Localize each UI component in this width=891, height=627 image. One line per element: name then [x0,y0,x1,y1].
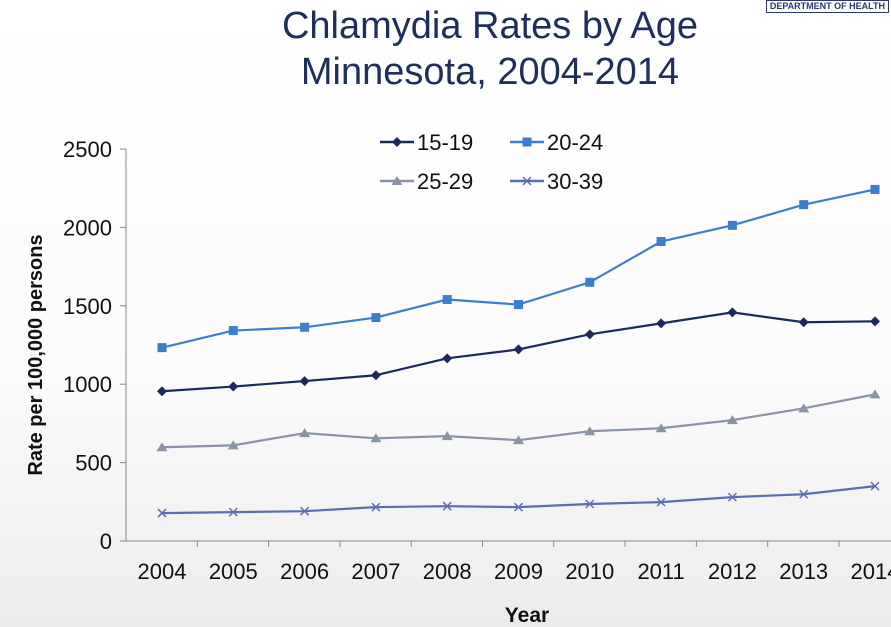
data-point-20-24 [799,200,809,210]
data-point-25-29 [513,435,524,445]
data-point-15-19 [798,317,809,328]
data-point-25-29 [227,440,239,450]
data-point-15-19 [584,329,595,340]
y-tick-label: 500 [75,451,112,476]
x-tick-label: 2012 [708,559,757,584]
data-point-15-19 [513,344,524,355]
y-axis-label: Rate per 100,000 persons [25,234,47,475]
data-point-25-29 [655,423,667,433]
x-tick-label: 2007 [351,559,400,584]
x-tick-label: 2004 [138,559,187,584]
y-tick-label: 2500 [63,137,112,162]
data-point-20-24 [585,277,595,287]
x-tick-label: 2009 [494,559,543,584]
x-tick-label: 2008 [423,559,472,584]
data-point-25-29 [299,428,311,438]
data-point-30-39 [656,497,666,507]
data-point-25-29 [370,433,382,443]
legend-label: 15-19 [417,130,473,155]
data-point-20-24 [656,237,666,247]
data-point-20-24 [727,220,737,230]
department-logo: DEPARTMENT OF HEALTH [765,0,889,13]
data-point-20-24 [870,184,880,194]
data-point-30-39 [513,502,524,512]
y-tick-label: 1500 [63,294,112,319]
data-point-30-39 [799,489,809,499]
x-axis-label: Year [505,604,549,627]
data-point-20-24 [371,313,381,323]
series-line-30-39 [161,485,876,515]
chart-title: Chlamydia Rates by Age [281,5,699,47]
data-point-20-24 [300,322,310,332]
data-point-30-39 [870,481,880,491]
data-point-15-19 [727,307,738,318]
data-point-15-19 [442,353,453,364]
x-tick-label: 2014 [851,559,891,584]
data-point-15-19 [157,386,167,397]
x-tick-label: 2011 [637,559,684,584]
data-point-20-24 [157,343,167,353]
data-point-15-19 [228,381,239,392]
data-point-25-29 [156,442,168,452]
data-point-20-24 [514,300,523,310]
data-point-30-39 [727,492,737,502]
legend-marker-25-29 [391,176,403,185]
data-point-30-39 [585,499,595,509]
legend-label: 30-39 [547,169,603,194]
data-point-25-29 [869,389,881,399]
data-point-30-39 [300,506,310,516]
x-tick-label: 2010 [565,559,614,584]
legend-marker-30-39 [522,176,532,186]
legend-marker-20-24 [522,137,532,147]
legend-label: 25-29 [417,169,473,194]
data-point-20-24 [228,326,238,336]
data-point-25-29 [726,415,738,425]
legend-label: 20-24 [547,130,603,155]
x-tick-label: 2005 [209,559,258,584]
data-point-15-19 [299,376,310,387]
data-point-15-19 [656,318,667,329]
legend-marker-15-19 [392,137,402,147]
data-point-15-19 [870,316,880,327]
data-point-25-29 [584,426,596,436]
x-tick-label: 2013 [779,559,828,584]
data-point-20-24 [442,295,452,305]
data-point-30-39 [228,507,238,517]
x-tick-label: 2006 [280,559,329,584]
data-point-30-39 [442,501,452,511]
data-point-15-19 [370,370,381,381]
chart-subtitle: Minnesota, 2004-2014 [300,51,680,93]
y-tick-label: 1000 [63,372,112,397]
series-line-20-24 [161,188,876,349]
data-point-25-29 [441,431,453,441]
data-point-25-29 [798,403,810,413]
y-tick-label: 0 [100,529,112,554]
data-point-30-39 [371,502,381,512]
data-point-30-39 [157,508,167,518]
y-tick-label: 2000 [63,215,112,240]
